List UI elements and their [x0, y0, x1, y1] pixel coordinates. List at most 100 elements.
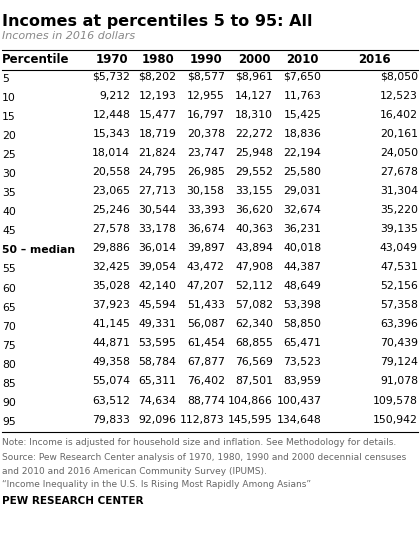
Text: 1970: 1970	[96, 53, 129, 66]
Text: 20,558: 20,558	[92, 167, 130, 177]
Text: 2000: 2000	[238, 53, 270, 66]
Text: 51,433: 51,433	[187, 300, 225, 310]
Text: 29,886: 29,886	[92, 243, 130, 253]
Text: 109,578: 109,578	[373, 396, 418, 405]
Text: 112,873: 112,873	[180, 415, 225, 425]
Text: 30,544: 30,544	[139, 205, 176, 215]
Text: 48,649: 48,649	[284, 281, 321, 291]
Text: $7,650: $7,650	[284, 71, 321, 82]
Text: 83,959: 83,959	[284, 376, 321, 387]
Text: 60: 60	[2, 284, 16, 294]
Text: $8,202: $8,202	[139, 71, 176, 82]
Text: 30,158: 30,158	[187, 186, 225, 196]
Text: 42,140: 42,140	[139, 281, 176, 291]
Text: 62,340: 62,340	[235, 320, 273, 329]
Text: 43,894: 43,894	[235, 243, 273, 253]
Text: “Income Inequality in the U.S. Is Rising Most Rapidly Among Asians”: “Income Inequality in the U.S. Is Rising…	[2, 480, 311, 489]
Text: 23,747: 23,747	[187, 148, 225, 158]
Text: $8,961: $8,961	[235, 71, 273, 82]
Text: 32,425: 32,425	[92, 262, 130, 272]
Text: 20: 20	[2, 131, 16, 141]
Text: 145,595: 145,595	[228, 415, 273, 425]
Text: 32,674: 32,674	[284, 205, 321, 215]
Text: 18,014: 18,014	[92, 148, 130, 158]
Text: 65,311: 65,311	[139, 376, 176, 387]
Text: 27,678: 27,678	[380, 167, 418, 177]
Text: 36,674: 36,674	[187, 224, 225, 234]
Text: 11,763: 11,763	[284, 91, 321, 100]
Text: 23,065: 23,065	[92, 186, 130, 196]
Text: 68,855: 68,855	[235, 338, 273, 349]
Text: Source: Pew Research Center analysis of 1970, 1980, 1990 and 2000 decennial cens: Source: Pew Research Center analysis of …	[2, 453, 407, 462]
Text: 63,396: 63,396	[380, 320, 418, 329]
Text: 79,833: 79,833	[92, 415, 130, 425]
Text: 73,523: 73,523	[284, 358, 321, 367]
Text: 65,471: 65,471	[284, 338, 321, 349]
Text: 39,054: 39,054	[139, 262, 176, 272]
Text: 85: 85	[2, 379, 16, 389]
Text: 43,472: 43,472	[187, 262, 225, 272]
Text: 47,908: 47,908	[235, 262, 273, 272]
Text: 15: 15	[2, 112, 16, 122]
Text: 90: 90	[2, 398, 16, 408]
Text: 10: 10	[2, 93, 16, 103]
Text: 70: 70	[2, 322, 16, 332]
Text: 20,161: 20,161	[380, 129, 418, 139]
Text: 25,246: 25,246	[92, 205, 130, 215]
Text: 49,331: 49,331	[139, 320, 176, 329]
Text: 18,719: 18,719	[139, 129, 176, 139]
Text: $8,050: $8,050	[380, 71, 418, 82]
Text: 79,124: 79,124	[380, 358, 418, 367]
Text: Incomes at percentiles 5 to 95: All: Incomes at percentiles 5 to 95: All	[2, 14, 312, 29]
Text: 29,031: 29,031	[284, 186, 321, 196]
Text: 14,127: 14,127	[235, 91, 273, 100]
Text: 2016: 2016	[359, 53, 391, 66]
Text: 56,087: 56,087	[187, 320, 225, 329]
Text: 100,437: 100,437	[276, 396, 321, 405]
Text: 12,448: 12,448	[92, 110, 130, 120]
Text: 40,018: 40,018	[283, 243, 321, 253]
Text: 16,797: 16,797	[187, 110, 225, 120]
Text: 30: 30	[2, 169, 16, 179]
Text: 58,850: 58,850	[284, 320, 321, 329]
Text: Percentile: Percentile	[2, 53, 70, 66]
Text: 50 – median: 50 – median	[2, 245, 75, 256]
Text: 57,082: 57,082	[235, 300, 273, 310]
Text: 47,207: 47,207	[187, 281, 225, 291]
Text: and 2010 and 2016 American Community Survey (IPUMS).: and 2010 and 2016 American Community Sur…	[2, 467, 267, 476]
Text: 21,824: 21,824	[139, 148, 176, 158]
Text: 24,050: 24,050	[380, 148, 418, 158]
Text: 44,387: 44,387	[284, 262, 321, 272]
Text: 33,155: 33,155	[235, 186, 273, 196]
Text: 27,713: 27,713	[139, 186, 176, 196]
Text: 95: 95	[2, 417, 16, 427]
Text: 55: 55	[2, 265, 16, 274]
Text: 1980: 1980	[142, 53, 175, 66]
Text: 39,135: 39,135	[380, 224, 418, 234]
Text: 25,580: 25,580	[284, 167, 321, 177]
Text: 5: 5	[2, 74, 9, 84]
Text: 18,310: 18,310	[235, 110, 273, 120]
Text: 2010: 2010	[286, 53, 319, 66]
Text: 36,231: 36,231	[284, 224, 321, 234]
Text: 39,897: 39,897	[187, 243, 225, 253]
Text: 31,304: 31,304	[380, 186, 418, 196]
Text: 40: 40	[2, 207, 16, 217]
Text: 53,398: 53,398	[284, 300, 321, 310]
Text: 9,212: 9,212	[99, 91, 130, 100]
Text: 80: 80	[2, 360, 16, 370]
Text: 1990: 1990	[189, 53, 222, 66]
Text: PEW RESEARCH CENTER: PEW RESEARCH CENTER	[2, 496, 144, 506]
Text: 45: 45	[2, 227, 16, 236]
Text: 20,378: 20,378	[187, 129, 225, 139]
Text: 27,578: 27,578	[92, 224, 130, 234]
Text: Note: Income is adjusted for household size and inflation. See Methodology for d: Note: Income is adjusted for household s…	[2, 438, 396, 447]
Text: 41,145: 41,145	[92, 320, 130, 329]
Text: 52,156: 52,156	[380, 281, 418, 291]
Text: 33,393: 33,393	[187, 205, 225, 215]
Text: 65: 65	[2, 303, 16, 313]
Text: 134,648: 134,648	[276, 415, 321, 425]
Text: 70,439: 70,439	[380, 338, 418, 349]
Text: 15,425: 15,425	[284, 110, 321, 120]
Text: 40,363: 40,363	[235, 224, 273, 234]
